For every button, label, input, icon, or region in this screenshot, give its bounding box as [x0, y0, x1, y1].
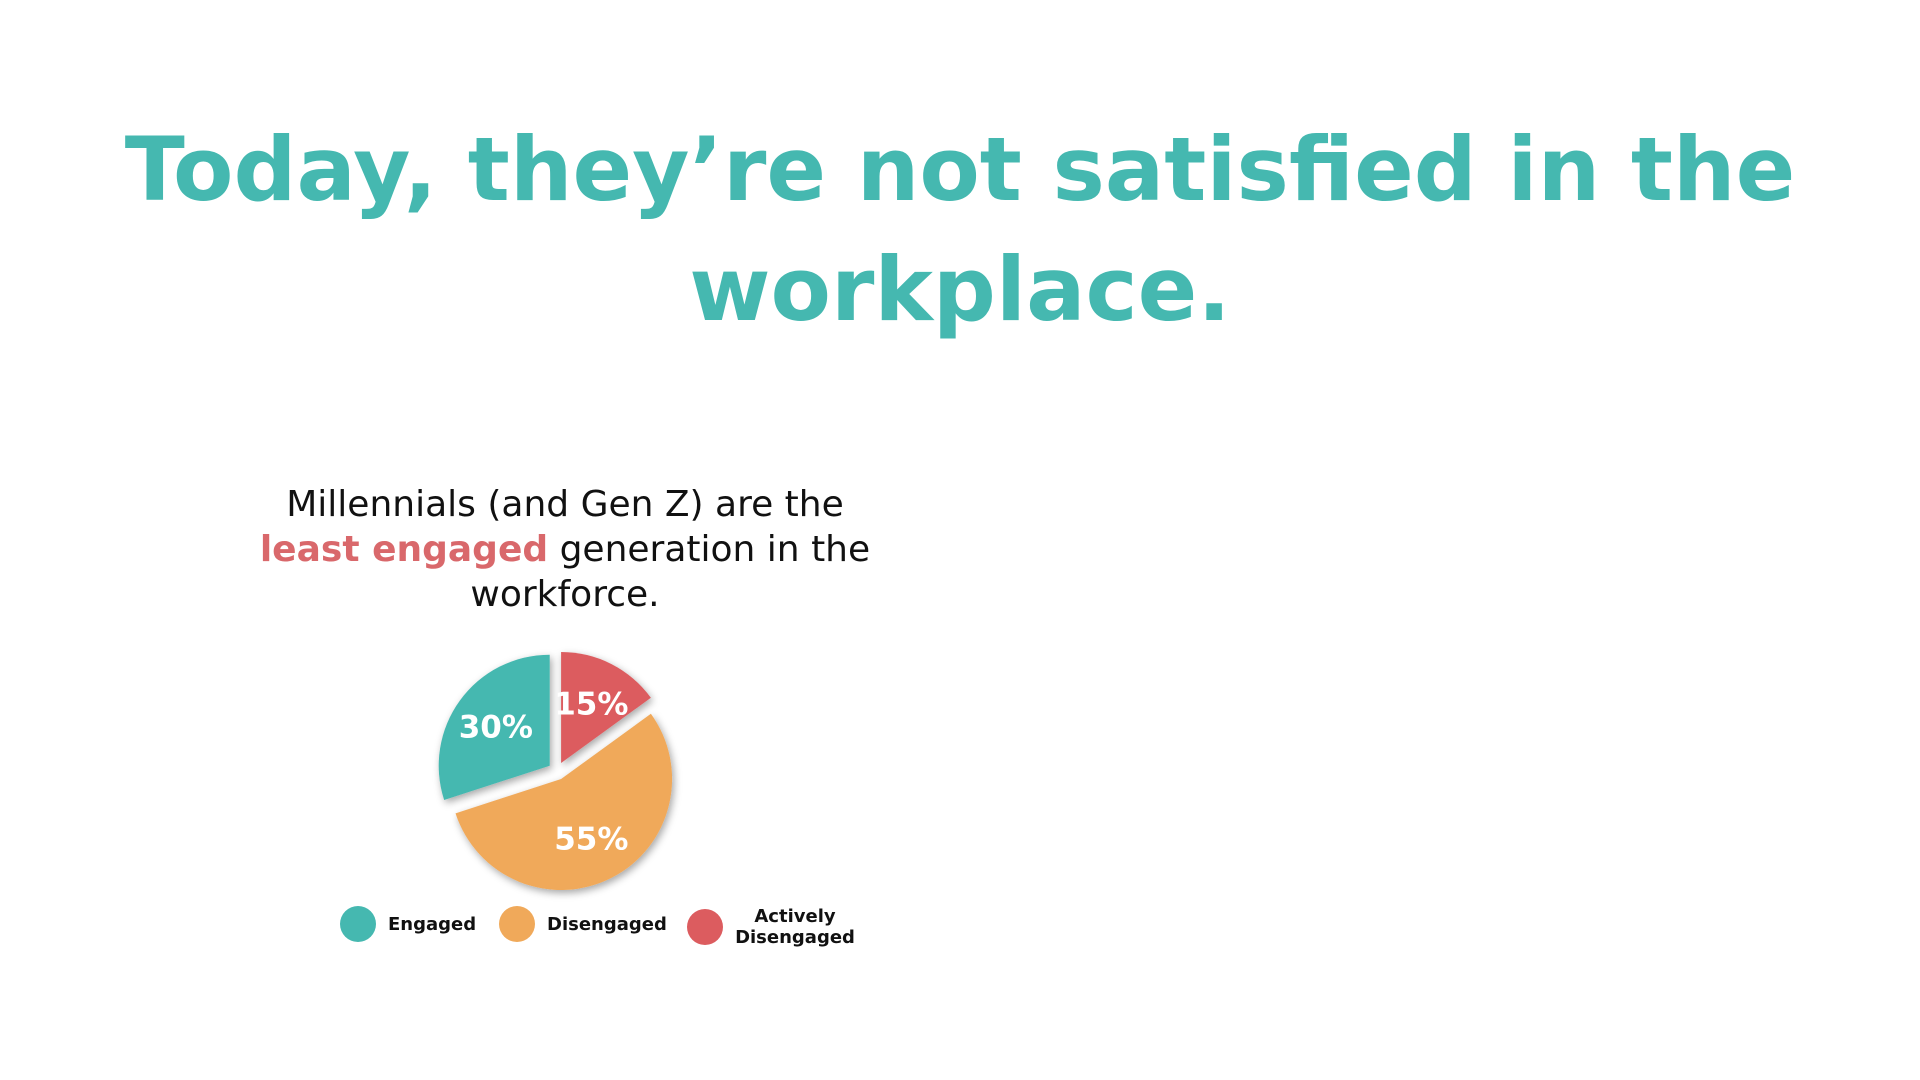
value-label: 15%	[554, 687, 628, 723]
legend-swatch	[340, 906, 376, 942]
legend-swatch	[687, 909, 723, 945]
subtitle-text: Millennials (and Gen Z) are the	[286, 484, 844, 525]
value-label: 30%	[459, 710, 533, 746]
legend-swatch	[499, 906, 535, 942]
subtitle-highlight: least engaged	[259, 529, 549, 570]
value-label: 55%	[554, 821, 628, 857]
pie-slice	[455, 713, 673, 891]
pie-slice	[438, 654, 550, 801]
slide-title: Today, they’re not satisfied in the work…	[124, 118, 1796, 341]
legend-item: Engaged	[340, 906, 476, 942]
subtitle-text: generation in the workforce.	[470, 529, 871, 615]
legend-label: Disengaged	[547, 913, 667, 935]
legend-item: Disengaged	[499, 906, 667, 942]
pie-slice	[561, 651, 651, 763]
legend-label: Engaged	[388, 913, 477, 935]
chart-subtitle: Millennials (and Gen Z) are the least en…	[245, 482, 885, 617]
legend-item: Actively Disengaged	[687, 906, 855, 948]
legend-label: Actively Disengaged	[735, 906, 855, 948]
